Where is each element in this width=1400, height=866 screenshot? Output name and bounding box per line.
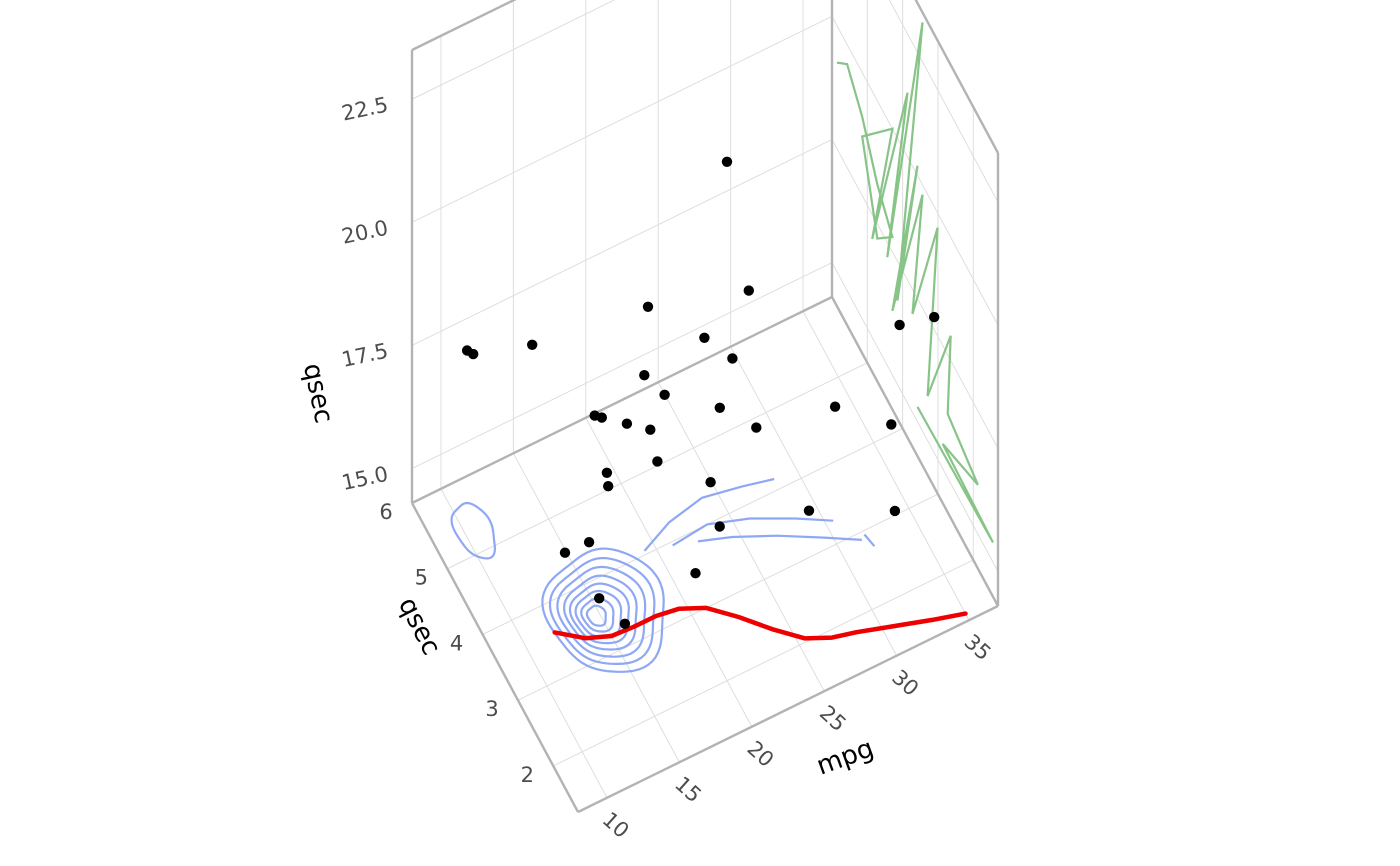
box-edge [914,0,1000,154]
data-point [621,418,633,429]
density-contour [450,501,496,560]
grid-line [585,417,753,727]
density-contour [585,604,607,627]
y-tick-label: 5 [415,566,428,590]
data-point [886,419,897,430]
box-edge [830,296,1000,607]
grid-line [411,15,833,223]
grid-line [440,488,608,799]
data-point [619,618,631,629]
box-edge [411,0,517,52]
data-point [645,424,656,435]
grid-line [831,16,999,326]
grid-line [411,262,833,469]
box-edge [577,604,999,814]
wall-path [836,22,994,544]
frame-layer [410,0,1000,814]
data-point [690,568,701,579]
smooth-line [552,605,968,641]
smooth-line-layer [552,605,968,641]
y-tick-label: 6 [379,500,392,524]
grid-line [553,559,974,767]
data-point [594,593,605,604]
density-contour [672,517,834,547]
grid-line [730,346,898,656]
data-point [803,505,815,516]
x-tick-label: 15 [670,772,706,808]
data-point [721,156,733,167]
x-axis-title: mpg [813,733,878,781]
z-tick-label: 17.5 [340,339,391,372]
grid-line [482,428,903,635]
box-edge [410,502,580,813]
z-tick-label: 20.0 [340,216,391,249]
data-point [714,402,725,413]
data-point [889,505,901,517]
x-tick-label: 20 [743,736,779,772]
x-tick-label: 35 [960,630,996,666]
data-point [727,353,738,364]
tick-labels: 10 15 20 25 30 35 2 3 4 5 6 15.0 17.5 20.0 22.5 [340,92,996,842]
grid-line [517,493,939,701]
grid-line [831,262,999,572]
box-edge [411,295,833,505]
z-tick-label: 22.5 [340,92,391,125]
density-contour [556,565,647,658]
wall-path-layer [836,22,994,544]
z-tick-label: 15.0 [340,462,391,495]
y-tick-label: 3 [485,697,498,721]
grid-line [512,453,680,763]
data-point [743,285,754,296]
density-contour [643,477,775,552]
data-point [559,547,571,558]
y-axis-title: qsec [392,593,446,660]
data-point [583,537,595,548]
data-point [603,481,614,492]
data-point [601,467,613,478]
y-tick-label: 2 [521,763,534,787]
x-tick-label: 25 [815,701,851,737]
data-point [751,422,762,433]
x-tick-label: 30 [887,665,923,701]
data-point [527,339,538,350]
data-point [714,521,725,532]
data-point [639,370,650,381]
data-point [589,410,600,421]
data-point [705,477,716,488]
data-point [652,456,663,467]
density-contour [863,533,876,547]
grid-line [888,0,999,203]
data-point [894,319,905,331]
data-point [829,401,841,412]
points-layer [461,156,940,629]
y-tick-label: 4 [450,632,463,656]
density-contour [697,534,862,543]
data-point [461,345,473,356]
density-contour [574,589,623,639]
data-point [699,332,710,343]
data-point [659,389,670,400]
grid-line [411,0,616,100]
data-point [929,311,940,323]
grid-line [411,138,833,346]
x-tick-label: 10 [598,807,634,843]
density-contour [541,547,665,673]
grid-line [802,310,970,621]
density-contour [562,574,638,651]
data-point [642,301,654,312]
z-axis-title: qsec [297,361,339,426]
